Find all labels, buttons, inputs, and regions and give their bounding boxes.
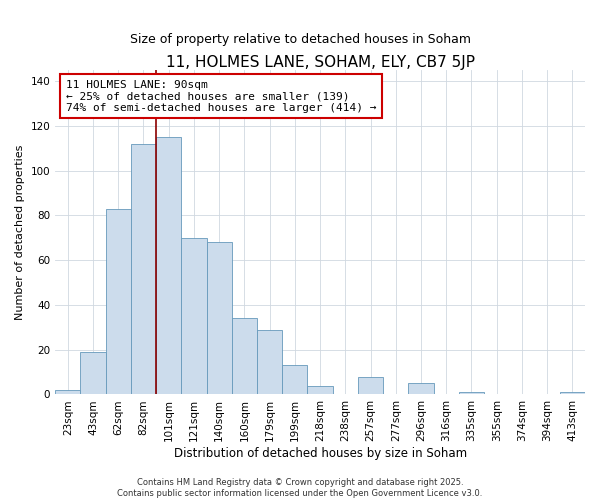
Bar xyxy=(459,392,484,394)
Bar xyxy=(80,352,106,395)
X-axis label: Distribution of detached houses by size in Soham: Distribution of detached houses by size … xyxy=(173,447,467,460)
Bar xyxy=(307,386,332,394)
Y-axis label: Number of detached properties: Number of detached properties xyxy=(15,144,25,320)
Bar xyxy=(257,330,282,394)
Bar xyxy=(560,392,585,394)
Bar xyxy=(232,318,257,394)
Bar xyxy=(358,376,383,394)
Bar xyxy=(131,144,156,395)
Text: Size of property relative to detached houses in Soham: Size of property relative to detached ho… xyxy=(130,32,470,46)
Text: 11 HOLMES LANE: 90sqm
← 25% of detached houses are smaller (139)
74% of semi-det: 11 HOLMES LANE: 90sqm ← 25% of detached … xyxy=(66,80,376,113)
Bar xyxy=(181,238,206,394)
Bar xyxy=(409,384,434,394)
Bar xyxy=(55,390,80,394)
Bar xyxy=(106,208,131,394)
Bar xyxy=(282,366,307,394)
Title: 11, HOLMES LANE, SOHAM, ELY, CB7 5JP: 11, HOLMES LANE, SOHAM, ELY, CB7 5JP xyxy=(166,55,475,70)
Bar xyxy=(206,242,232,394)
Bar xyxy=(156,137,181,394)
Text: Contains HM Land Registry data © Crown copyright and database right 2025.
Contai: Contains HM Land Registry data © Crown c… xyxy=(118,478,482,498)
